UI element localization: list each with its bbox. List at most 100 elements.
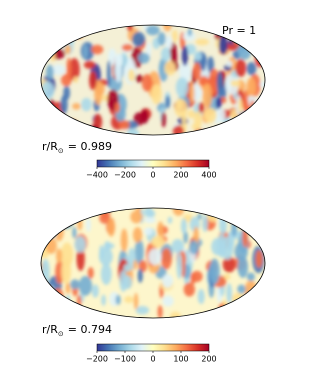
map-feature bbox=[250, 302, 263, 310]
map-feature bbox=[224, 309, 236, 318]
map-feature bbox=[54, 221, 64, 242]
map-feature bbox=[133, 259, 138, 271]
map-feature bbox=[86, 217, 91, 232]
panel-label-part: r/R bbox=[42, 323, 58, 336]
map-feature bbox=[238, 98, 243, 113]
map-outline bbox=[40, 24, 266, 136]
map-feature bbox=[175, 77, 189, 98]
map-feature bbox=[137, 52, 150, 64]
map-feature bbox=[41, 120, 47, 133]
map-feature bbox=[41, 47, 49, 58]
map-feature bbox=[134, 238, 144, 265]
panel-label: r/R⊙ = 0.794 bbox=[42, 323, 112, 338]
map-feature bbox=[91, 284, 99, 298]
map-feature bbox=[191, 123, 201, 130]
map-feature bbox=[82, 25, 89, 33]
map-feature bbox=[144, 216, 156, 224]
map-feature bbox=[126, 128, 140, 135]
map-feature bbox=[181, 45, 189, 66]
map-feature bbox=[198, 102, 205, 113]
map-feature bbox=[64, 44, 72, 55]
map-feature bbox=[230, 80, 241, 87]
map-feature bbox=[118, 119, 130, 130]
map-feature bbox=[218, 208, 228, 215]
map-feature bbox=[132, 227, 143, 243]
map-feature bbox=[257, 25, 265, 37]
map-feature bbox=[78, 275, 93, 296]
map-feature bbox=[244, 280, 258, 302]
map-feature bbox=[215, 96, 222, 110]
map-feature bbox=[54, 30, 66, 44]
map-feature bbox=[41, 25, 49, 37]
map-feature bbox=[215, 107, 226, 123]
colorbar bbox=[96, 159, 210, 168]
map-feature bbox=[140, 109, 149, 124]
panel-label: r/R⊙ = 0.989 bbox=[42, 140, 112, 155]
colorbar-tick-label: −100 bbox=[114, 355, 136, 364]
map-feature bbox=[51, 64, 66, 76]
map-feature bbox=[81, 97, 92, 112]
map-feature bbox=[41, 111, 48, 123]
map-feature bbox=[53, 119, 66, 135]
panel-label-part: ⊙ bbox=[58, 147, 64, 155]
map-feature bbox=[148, 248, 162, 266]
map-feature bbox=[62, 208, 77, 225]
map-feature bbox=[221, 236, 234, 260]
map-feature bbox=[74, 235, 86, 253]
map-feature bbox=[160, 247, 172, 270]
map-feature bbox=[121, 43, 133, 52]
map-feature bbox=[83, 60, 96, 69]
map-feature bbox=[133, 292, 139, 310]
map-feature bbox=[242, 228, 248, 248]
map-feature bbox=[123, 263, 132, 272]
map-outline bbox=[40, 207, 266, 319]
map-feature bbox=[239, 311, 245, 318]
map-feature bbox=[218, 35, 228, 55]
map-feature bbox=[202, 214, 208, 232]
colorbar-tick-label: 200 bbox=[201, 355, 216, 364]
map-feature bbox=[89, 124, 100, 135]
map-feature bbox=[77, 218, 83, 231]
map-feature bbox=[237, 284, 246, 294]
map-feature bbox=[107, 218, 116, 237]
field-map bbox=[41, 25, 265, 135]
map-feature bbox=[146, 42, 152, 58]
map-feature bbox=[157, 32, 166, 46]
map-feature bbox=[41, 208, 48, 219]
map-feature bbox=[192, 62, 202, 81]
map-feature bbox=[165, 35, 173, 50]
map-feature bbox=[65, 282, 71, 294]
map-feature bbox=[167, 216, 173, 224]
map-feature bbox=[259, 81, 265, 88]
map-feature bbox=[119, 269, 128, 292]
map-feature bbox=[61, 258, 72, 284]
map-feature bbox=[59, 122, 73, 130]
colorbar-tick-label: 0 bbox=[150, 355, 155, 364]
map-feature bbox=[41, 39, 45, 60]
map-feature bbox=[72, 120, 79, 133]
map-feature bbox=[202, 83, 213, 109]
map-feature bbox=[187, 109, 196, 119]
map-feature bbox=[257, 287, 265, 299]
map-feature bbox=[242, 208, 251, 216]
map-feature bbox=[246, 77, 257, 98]
map-feature bbox=[50, 51, 56, 62]
map-feature bbox=[53, 31, 65, 41]
map-feature bbox=[250, 100, 256, 112]
map-feature bbox=[66, 57, 72, 81]
map-feature bbox=[107, 48, 117, 66]
map-feature bbox=[258, 226, 265, 234]
map-feature bbox=[255, 37, 265, 57]
map-feature bbox=[41, 208, 48, 222]
map-feature bbox=[187, 28, 193, 37]
map-feature bbox=[194, 51, 202, 61]
map-feature bbox=[231, 292, 245, 304]
map-feature bbox=[171, 239, 185, 254]
map-feature bbox=[68, 58, 80, 82]
map-feature bbox=[162, 295, 174, 307]
map-feature bbox=[70, 279, 80, 290]
map-feature bbox=[114, 102, 120, 114]
map-feature bbox=[231, 219, 238, 237]
colorbar-tick-label: 200 bbox=[173, 171, 188, 180]
map-feature bbox=[246, 272, 256, 282]
